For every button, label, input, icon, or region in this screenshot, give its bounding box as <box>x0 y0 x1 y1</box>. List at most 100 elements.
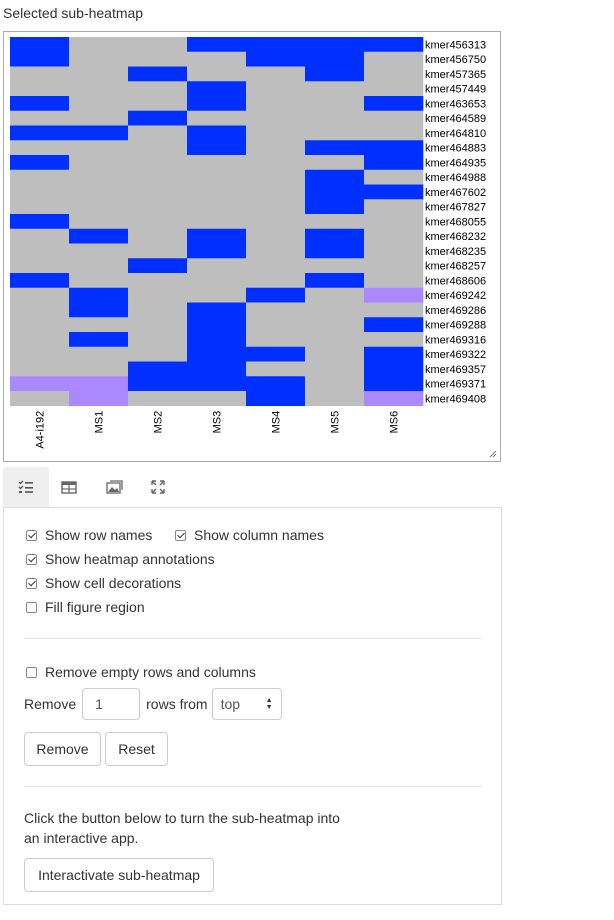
remove-count-input[interactable]: 1 <box>82 688 141 720</box>
show-row-names-option[interactable]: Show row names <box>26 527 152 543</box>
heatmap-cell <box>128 37 188 53</box>
select-arrows-icon: ▲ ▼ <box>265 697 273 711</box>
heatmap-cell <box>187 258 247 274</box>
show-column-names-checkbox[interactable] <box>175 529 186 541</box>
heatmap-cell <box>10 317 70 333</box>
heatmap-container[interactable]: kmer456313 kmer456750 kmer457365 kmer457449… <box>3 31 501 462</box>
tab-expand[interactable] <box>135 467 181 507</box>
heatmap-cell <box>187 287 247 303</box>
fill-figure-region-label: Fill figure region <box>45 599 145 615</box>
heatmap-cell <box>246 66 306 82</box>
heatmap-cell <box>246 110 306 126</box>
heatmap-cell <box>364 81 424 97</box>
tab-table[interactable] <box>46 467 92 507</box>
remove-rows-label: Remove <box>24 696 77 712</box>
heatmap-cell <box>128 214 188 230</box>
remove-direction-select[interactable]: top ▲ ▼ <box>211 688 282 720</box>
heatmap-cell <box>69 169 129 185</box>
heatmap-cell <box>10 332 70 348</box>
row-label: kmer464883 <box>425 143 486 155</box>
show-heatmap-annotations-option[interactable]: Show heatmap annotations <box>26 551 215 567</box>
fill-figure-region-checkbox[interactable] <box>26 601 37 613</box>
heatmap-cell <box>69 51 129 67</box>
heatmap-cell <box>10 258 70 274</box>
heatmap-cell <box>364 140 424 156</box>
heatmap-cell <box>364 258 424 274</box>
heatmap-cell <box>128 169 188 185</box>
heatmap-cell <box>69 243 129 259</box>
heatmap-cell <box>10 37 70 53</box>
row-label: kmer468055 <box>425 216 486 228</box>
row-label: kmer464810 <box>425 128 486 140</box>
heatmap-cell <box>305 125 365 141</box>
heatmap-cell <box>305 81 365 97</box>
row-label: kmer464988 <box>425 172 486 184</box>
heatmap-cell <box>246 155 306 171</box>
heatmap-cell <box>305 37 365 53</box>
remove-button[interactable]: Remove <box>24 732 101 766</box>
row-label: kmer469288 <box>425 320 486 332</box>
heatmap-cell <box>364 228 424 244</box>
heatmap-cell <box>69 214 129 230</box>
show-cell-decorations-option[interactable]: Show cell decorations <box>26 575 181 591</box>
column-label: MS5 <box>330 411 342 434</box>
heatmap-cell <box>69 273 129 289</box>
row-label: kmer467602 <box>425 187 486 199</box>
heatmap-cell <box>187 332 247 348</box>
show-cell-decorations-checkbox[interactable] <box>26 577 37 589</box>
heatmap-cell <box>128 287 188 303</box>
interactivate-button[interactable]: Interactivate sub-heatmap <box>24 858 214 892</box>
heatmap-cell <box>246 346 306 362</box>
heatmap-cell <box>128 376 188 392</box>
table-icon <box>61 480 77 494</box>
heatmap-cell <box>69 302 129 318</box>
row-label: kmer464935 <box>425 157 486 169</box>
remove-rows-control: Remove 1 rows from top ▲ ▼ <box>24 687 282 721</box>
show-row-names-checkbox[interactable] <box>26 529 37 541</box>
heatmap-cell <box>10 228 70 244</box>
row-label: kmer457365 <box>425 69 486 81</box>
heatmap-cell <box>246 391 306 407</box>
heatmap-cell <box>187 184 247 200</box>
row-label: kmer464589 <box>425 113 486 125</box>
column-label: MS2 <box>153 411 165 434</box>
help-text: Click the button below to turn the sub-h… <box>24 810 340 846</box>
resize-handle-icon[interactable] <box>489 450 497 458</box>
heatmap-cell <box>10 125 70 141</box>
heatmap-cell <box>128 96 188 112</box>
heatmap-cell <box>69 110 129 126</box>
reset-button[interactable]: Reset <box>105 732 168 766</box>
expand-icon <box>151 480 165 494</box>
row-label: kmer463653 <box>425 98 486 110</box>
heatmap-cell <box>305 317 365 333</box>
heatmap-cell <box>246 317 306 333</box>
row-label: kmer469357 <box>425 364 486 376</box>
heatmap-cell <box>305 391 365 407</box>
heatmap-cell <box>10 361 70 377</box>
show-column-names-option[interactable]: Show column names <box>175 527 324 543</box>
heatmap-cell <box>10 155 70 171</box>
heatmap-cell <box>305 302 365 318</box>
heatmap-cell <box>246 81 306 97</box>
heatmap-cell <box>364 243 424 259</box>
heatmap-cell <box>364 361 424 377</box>
heatmap-cell <box>187 361 247 377</box>
heatmap-cell <box>128 302 188 318</box>
heatmap-cell <box>246 51 306 67</box>
show-heatmap-annotations-checkbox[interactable] <box>26 553 37 565</box>
show-cell-decorations-label: Show cell decorations <box>45 575 182 591</box>
heatmap-cell <box>305 110 365 126</box>
fill-figure-region-option[interactable]: Fill figure region <box>26 599 145 615</box>
heatmap-cell <box>187 273 247 289</box>
tab-controls[interactable] <box>3 467 49 507</box>
heatmap-cell <box>128 184 188 200</box>
tab-image[interactable] <box>91 467 137 507</box>
heatmap-cell <box>364 125 424 141</box>
heatmap-cell <box>128 346 188 362</box>
heatmap-cell <box>128 243 188 259</box>
heatmap-cell <box>187 37 247 53</box>
remove-empty-option[interactable]: Remove empty rows and columns <box>26 664 256 680</box>
heatmap-cell <box>128 140 188 156</box>
remove-empty-checkbox[interactable] <box>26 666 37 678</box>
heatmap-cell <box>10 391 70 407</box>
